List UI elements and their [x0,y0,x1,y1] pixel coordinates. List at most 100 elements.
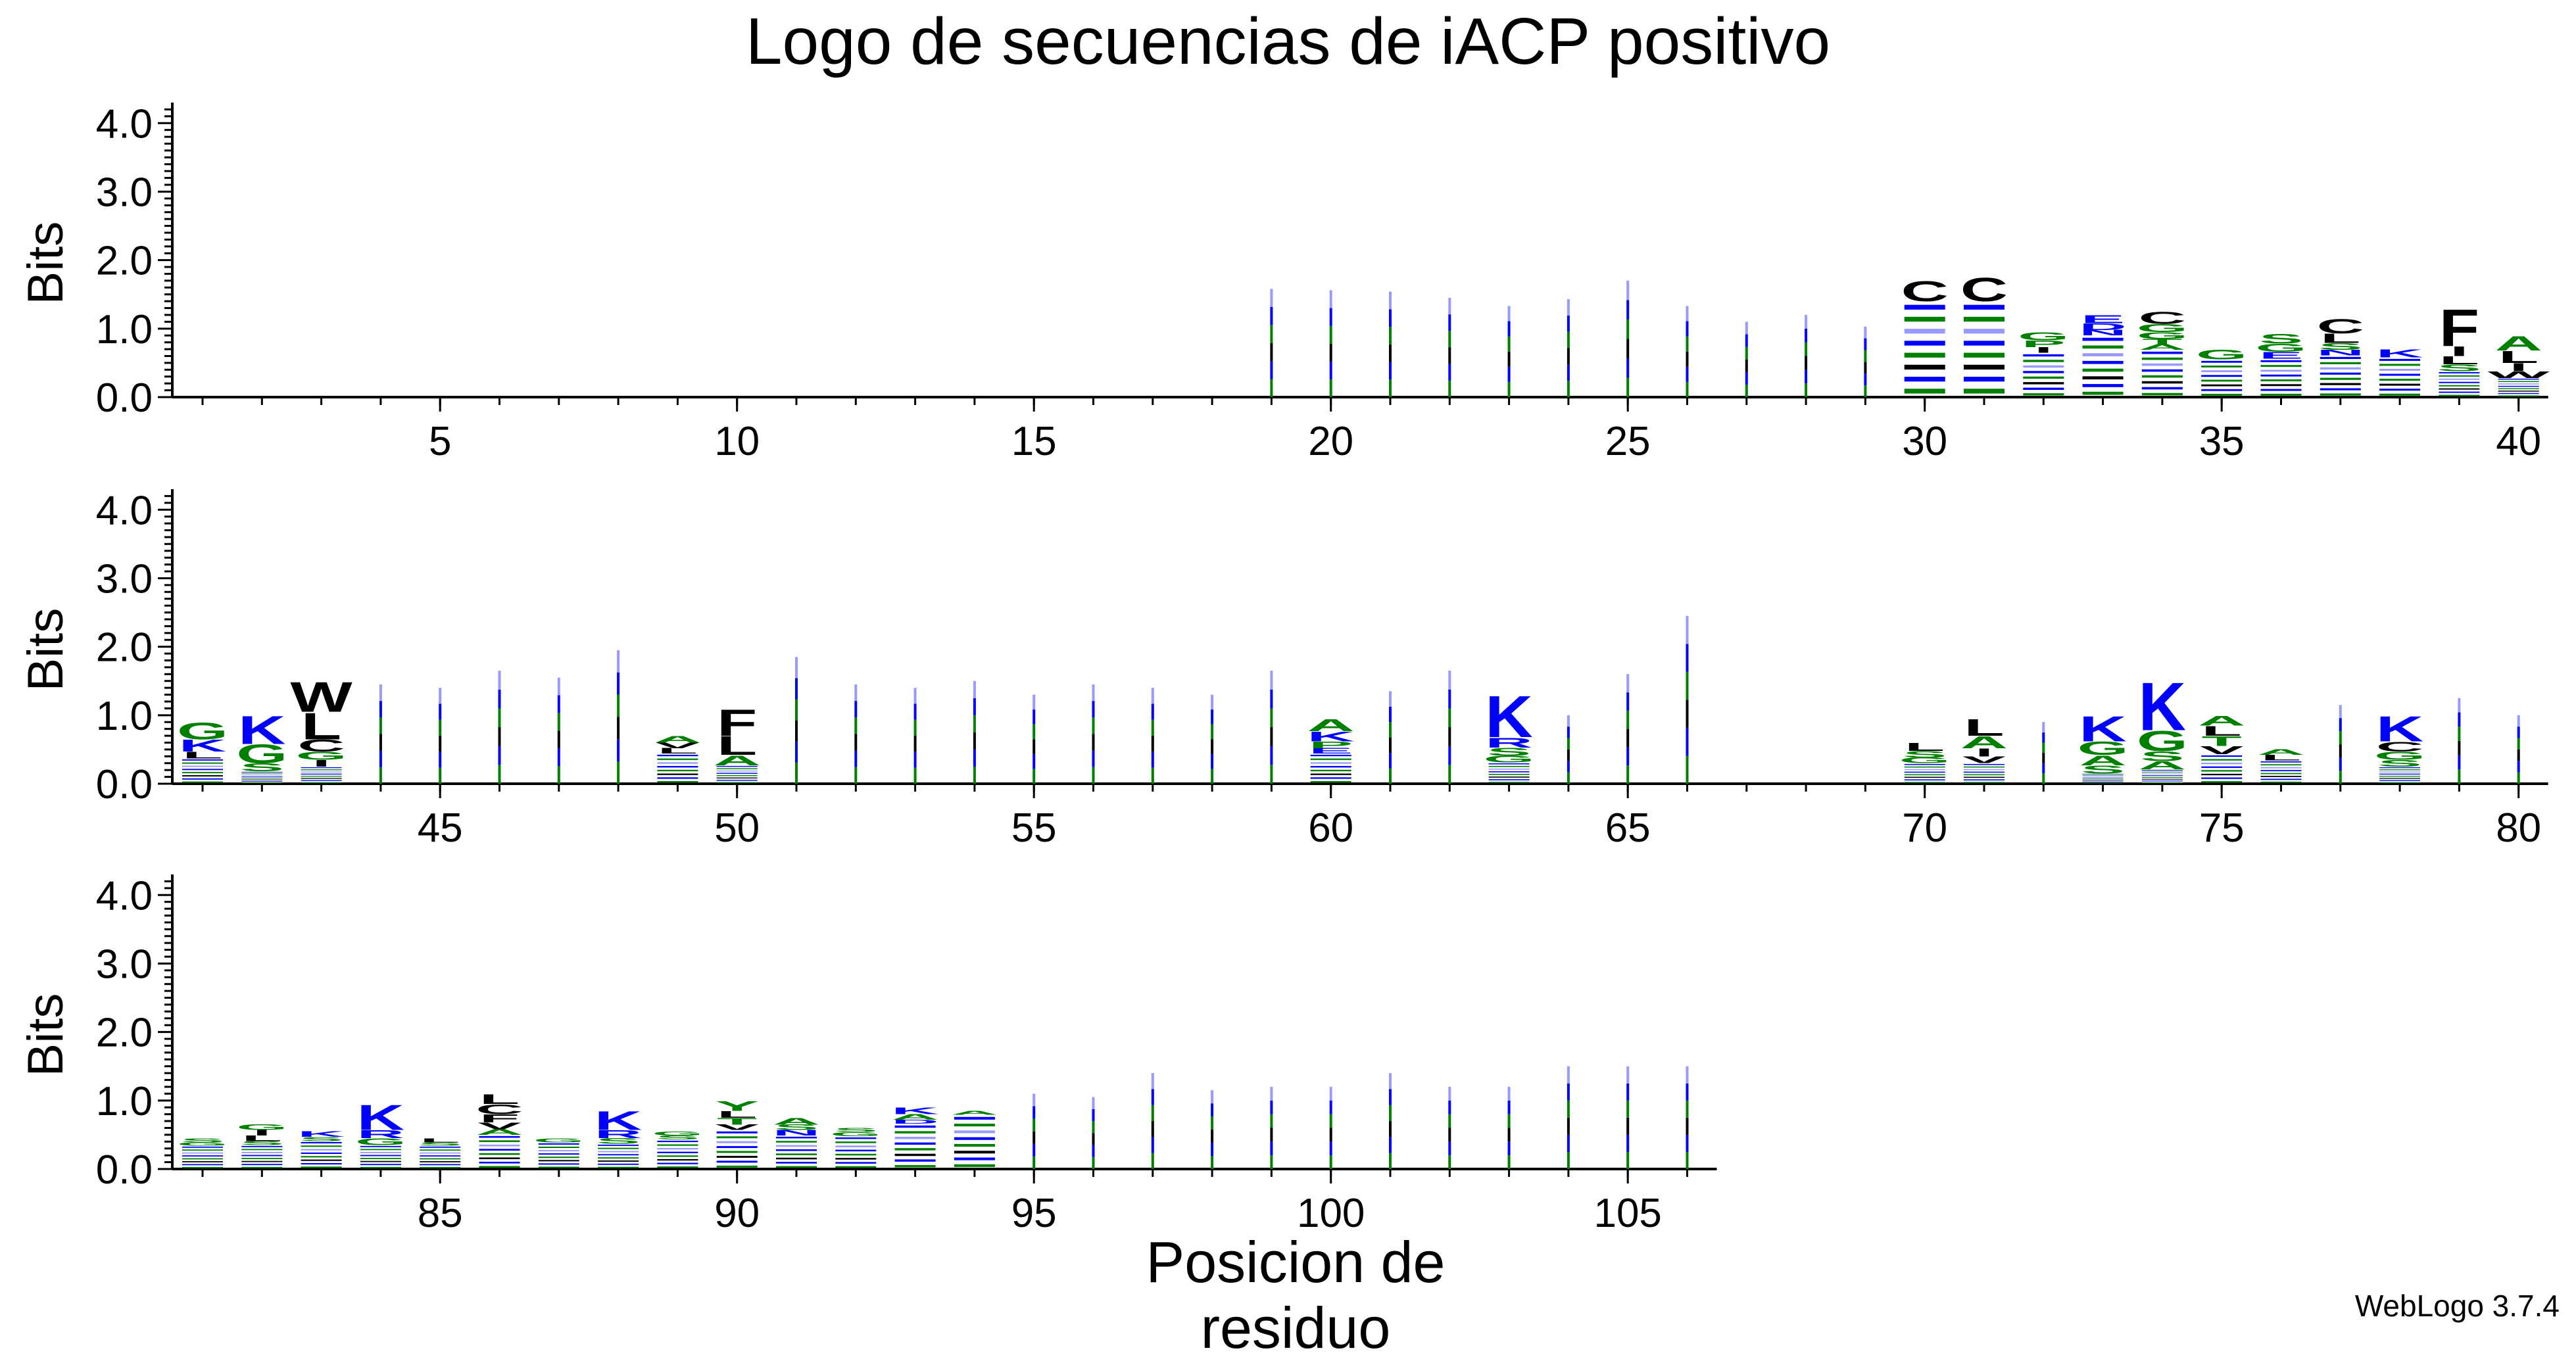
minor-residues [2141,363,2183,366]
minor-residues [241,1158,283,1159]
minor-residues [379,767,382,784]
residue-G: G [1484,754,1535,765]
residue-A: A [2198,713,2245,728]
minor-residues [2141,381,2183,384]
minor-residues [1448,1100,1451,1114]
residue-A: A [2139,759,2186,772]
minor-residues [973,732,976,750]
residue-L: L [2261,753,2301,762]
residue-A: A [2139,343,2186,352]
y-tick-label: 3.0 [96,170,153,215]
minor-residues [2141,771,2183,773]
minor-residues [2082,391,2124,395]
residue-W: W [2488,370,2550,380]
minor-residues [1964,771,2005,773]
minor-residues [1389,1153,1392,1169]
minor-residues [182,775,223,776]
minor-residues [1151,736,1154,752]
minor-residues [1567,381,1570,397]
residue-G: G [236,740,287,769]
minor-residues [657,766,698,768]
minor-residues [1964,341,2005,346]
minor-residues [913,736,917,752]
residue-G: G [2137,322,2188,335]
x-axis-label: Posicion de residuo [1146,1230,1446,1360]
stack-pos-23 [1507,306,1511,397]
minor-residues [1151,1105,1154,1122]
residue-S: S [299,1136,343,1143]
stack-pos-85: SL [418,1137,462,1168]
stack-pos-36: EGS [2256,331,2306,396]
minor-residues [2320,367,2361,370]
minor-residues [1270,1114,1273,1128]
residue-I: I [2034,346,2053,354]
minor-residues [854,684,858,702]
minor-residues [2082,337,2124,341]
minor-residues [2141,393,2183,396]
minor-residues [2320,362,2361,364]
y-tick-label: 4.0 [96,873,153,919]
minor-residues [2023,365,2064,368]
minor-residues [1567,727,1570,738]
minor-residues [1270,746,1273,765]
residue-L: L [2202,723,2242,739]
minor-residues [420,1155,461,1157]
minor-residues [2260,761,2302,763]
minor-residues [776,1136,817,1139]
minor-residues [1033,1143,1036,1157]
minor-residues [657,1144,698,1146]
minor-residues [1151,1121,1154,1137]
minor-residues [2517,772,2520,784]
residue-K: K [357,1098,404,1138]
minor-residues [1864,338,1867,350]
minor-residues [2379,364,2421,366]
minor-residues [657,1148,698,1150]
minor-residues [360,1155,401,1157]
residue-S: S [2437,362,2481,373]
minor-residues [1507,381,1511,397]
residue-G: G [2018,330,2069,343]
minor-residues [1686,1100,1689,1118]
minor-residues [2260,384,2302,387]
minor-residues [1448,708,1451,728]
residue-G: G [2137,725,2188,757]
stack-pos-70: GSL [1899,741,1951,783]
minor-residues [2141,778,2183,780]
minor-residues [835,1162,877,1164]
stack-pos-42: SGK [236,707,287,784]
minor-residues [1964,776,2005,778]
minor-residues [2201,366,2243,368]
minor-residues [1686,336,1689,352]
minor-residues [1270,289,1273,307]
residue-C: C [297,736,345,755]
minor-residues [1329,1141,1332,1156]
stack-pos-59 [1270,671,1273,784]
stack-pos-29 [1864,326,1867,397]
minor-residues [1686,321,1689,337]
minor-residues [557,695,560,713]
minor-residues [954,1137,995,1140]
minor-residues [894,1142,936,1145]
minor-residues [1092,684,1095,702]
minor-residues [2320,377,2361,380]
residue-L: L [1964,714,2004,740]
stack-pos-24 [1567,299,1570,397]
residue-A: A [773,1116,820,1126]
stack-pos-92: GS [830,1127,881,1168]
minor-residues [1964,769,2005,771]
minor-residues [1211,1130,1214,1143]
minor-residues [617,694,620,717]
minor-residues [617,739,620,762]
residue-G: G [177,718,228,744]
minor-residues [1033,1131,1036,1144]
minor-residues [1211,694,1214,710]
x-tick-label: 15 [1011,419,1057,464]
minor-residues [2201,384,2243,387]
minor-residues [1151,719,1154,736]
minor-residues [1904,352,1945,358]
residue-A: A [714,753,761,769]
